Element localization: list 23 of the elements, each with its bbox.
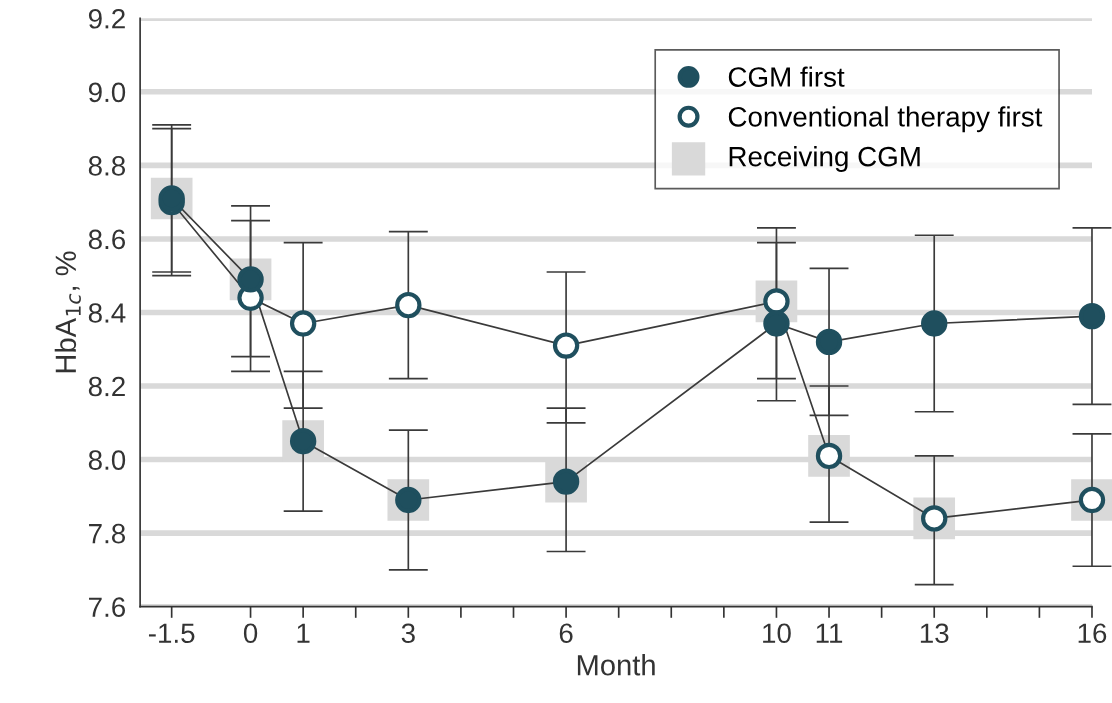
y-tick-label: 8.0	[88, 450, 126, 470]
x-tick-label: 1	[297, 623, 310, 643]
x-tick-label: 3	[401, 623, 415, 644]
y-tick-label: 9.0	[88, 82, 126, 103]
y-tick-label: 7.6	[89, 597, 126, 618]
x-tick-label: 0	[243, 623, 258, 644]
x-tick-label: 6	[559, 623, 573, 644]
y-tick-label: 8.2	[88, 376, 125, 397]
y-tick-label: 7.8	[89, 523, 126, 544]
y-tick-label: 8.8	[88, 156, 126, 176]
legend-label: Conventional therapy first	[728, 106, 1043, 133]
x-tick-label: 16	[1078, 623, 1107, 644]
x-axis-title: Month	[577, 654, 655, 676]
y-tick-label: 9.2	[88, 8, 125, 29]
y-tick-label: 8.4	[88, 303, 126, 323]
y-axis-title: HbA$_{1c}$, %	[54, 251, 81, 373]
x-tick-label: 10	[763, 623, 791, 644]
x-tick-label: -1.5	[148, 623, 195, 644]
x-tick-label: 11	[816, 623, 843, 643]
legend-label: Receiving CGM	[729, 146, 920, 172]
y-tick-label: 8.6	[88, 229, 126, 250]
legend-label: CGM first	[728, 66, 845, 87]
x-tick-label: 13	[920, 623, 949, 644]
